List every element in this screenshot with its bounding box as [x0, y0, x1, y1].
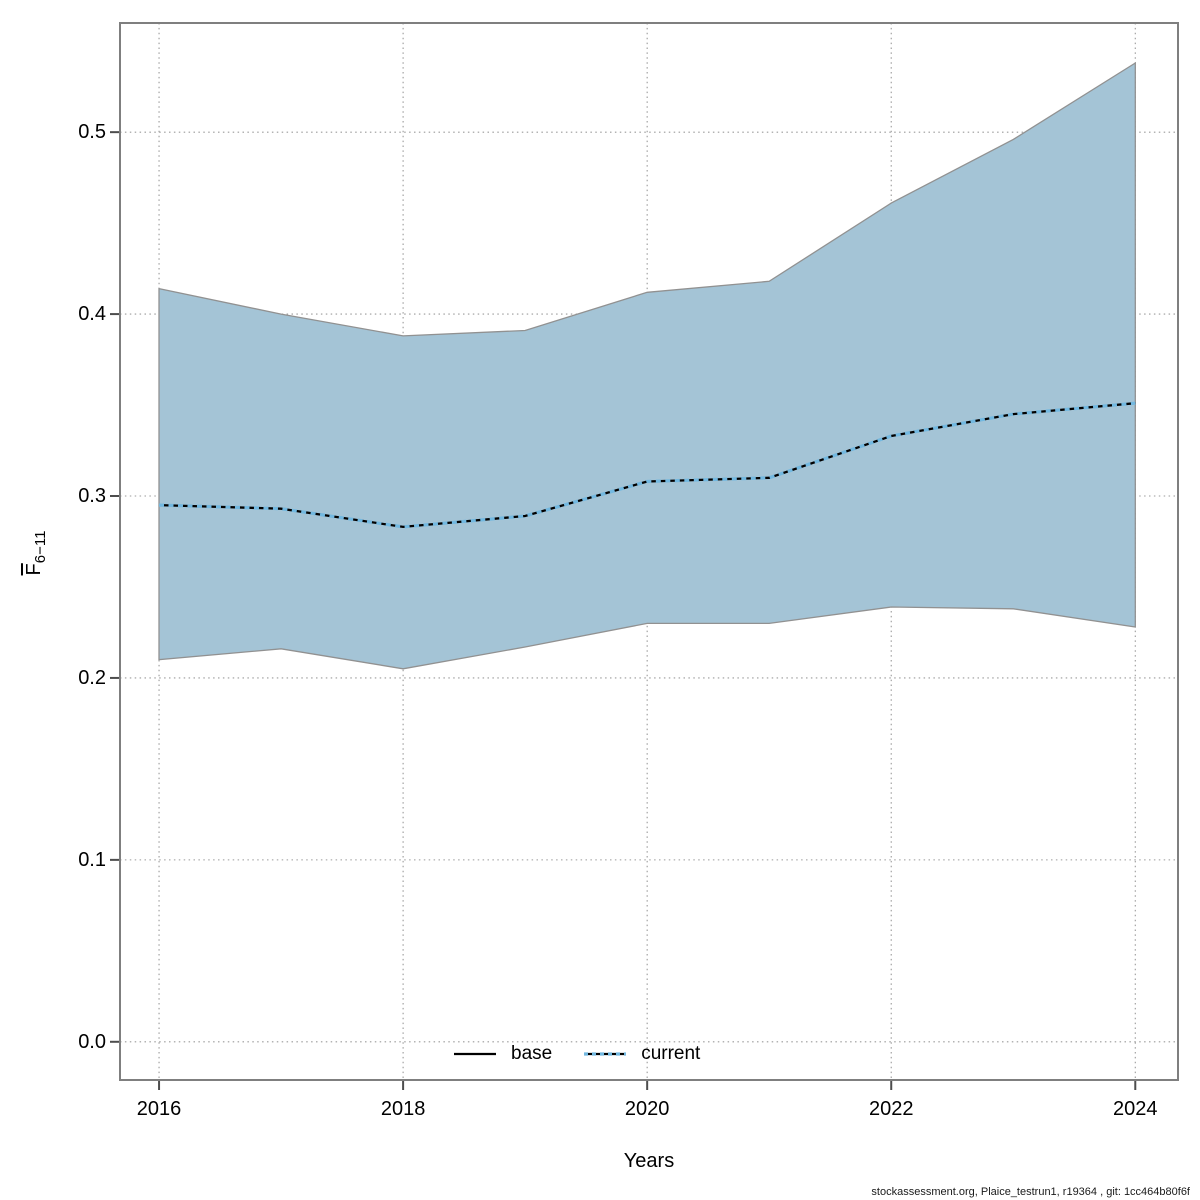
- legend-item-base: base: [452, 1043, 552, 1065]
- y-tick-label: 0.4: [78, 303, 106, 326]
- y-axis-title: F6−11: [23, 531, 49, 576]
- x-tick-label: 2022: [868, 1098, 914, 1120]
- base-line-swatch-icon: [454, 1052, 496, 1056]
- x-axis-title: Years: [623, 1150, 675, 1172]
- y-tick-label: 0.0: [78, 1030, 106, 1053]
- legend-label-current: current: [641, 1043, 701, 1064]
- legend: base current: [452, 1043, 700, 1065]
- y-axis-title-symbol: F: [23, 563, 45, 576]
- y-tick-label: 0.5: [78, 121, 106, 144]
- legend-item-current: current: [582, 1043, 700, 1065]
- x-tick-label: 2020: [624, 1098, 670, 1120]
- current-line-swatch-icon: [584, 1052, 627, 1056]
- y-tick-label: 0.2: [78, 666, 106, 689]
- legend-label-base: base: [511, 1043, 553, 1064]
- y-tick-label: 0.1: [78, 848, 106, 871]
- x-tick-label: 2024: [1113, 1098, 1158, 1120]
- x-tick-label: 2018: [380, 1098, 426, 1120]
- footer-attribution: stockassessment.org, Plaice_testrun1, r1…: [871, 1186, 1190, 1198]
- y-tick-label: 0.3: [78, 485, 106, 507]
- x-tick-label: 2016: [136, 1098, 182, 1120]
- y-axis-title-subscript: 6−11: [32, 530, 49, 564]
